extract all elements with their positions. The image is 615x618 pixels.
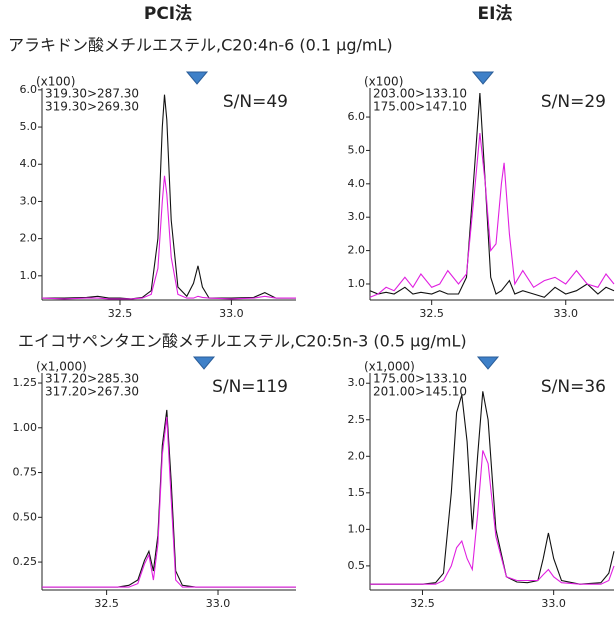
y-tick-label: 0.25 [13,555,38,568]
x-tick-label: 32.5 [94,597,119,610]
multiplier: (x100) [364,75,403,89]
x-tick-label: 33.0 [553,307,578,320]
rt-marker [476,356,500,370]
rt-marker [192,356,216,370]
rt-marker [471,71,495,85]
rt-marker [185,71,209,85]
y-tick-label: 3.0 [348,210,366,223]
trace [41,175,296,300]
y-tick-label: 0.75 [13,466,38,479]
legend-entry: 317.20>285.30 [45,372,139,386]
x-tick-label: 33.0 [219,307,244,320]
annotation: S/N=49 [223,92,288,112]
x-tick-label: 33.0 [541,597,566,610]
x-tick-label: 32.5 [108,307,133,320]
annotation: S/N=29 [541,92,606,112]
y-tick-label: 1.0 [348,522,366,535]
x-tick-label: 33.0 [206,597,231,610]
trace [370,391,615,585]
legend-entry: 175.00>133.10 [373,372,467,386]
annotation: S/N=36 [541,377,606,397]
column-header: PCI法 [144,3,192,24]
trace [42,409,296,588]
legend-entry: 317.20>267.30 [45,385,139,399]
legend-entry: 203.00>133.10 [373,87,467,101]
x-tick-label: 32.5 [410,597,435,610]
trace [369,92,615,298]
y-tick-label: 0.5 [348,559,366,572]
multiplier: (x100) [36,75,75,89]
y-tick-label: 1.25 [13,376,38,389]
y-tick-label: 4.0 [20,157,38,170]
legend-entry: 201.00>145.10 [373,385,467,399]
y-tick-label: 6.0 [20,83,38,96]
y-tick-label: 5.0 [20,120,38,133]
y-tick-label: 2.0 [348,449,366,462]
section-title: エイコサペンタエン酸メチルエステル,C20:5n-3 (0.5 μg/mL) [18,332,467,351]
y-tick-label: 1.0 [348,277,366,290]
y-tick-label: 4.0 [348,177,366,190]
multiplier: (x1,000) [36,360,87,374]
y-tick-label: 0.50 [13,510,38,523]
section-title: アラキドン酸メチルエステル,C20:4n-6 (0.1 μg/mL) [8,36,393,55]
y-tick-label: 3.0 [20,194,38,207]
trace [42,94,296,300]
trace [42,416,296,588]
y-tick-label: 3.0 [348,376,366,389]
column-header: EI法 [478,3,513,24]
trace [370,450,615,585]
y-tick-label: 2.0 [20,232,38,245]
legend-entry: 319.30>269.30 [45,100,139,114]
y-tick-label: 1.0 [20,269,38,282]
multiplier: (x1,000) [364,360,415,374]
y-tick-label: 6.0 [348,110,366,123]
legend-entry: 175.00>147.10 [373,100,467,114]
trace [369,133,615,298]
y-tick-label: 1.00 [13,421,38,434]
y-tick-label: 2.0 [348,244,366,257]
y-tick-label: 1.5 [348,486,366,499]
y-tick-label: 2.5 [348,413,366,426]
annotation: S/N=119 [212,377,288,397]
y-tick-label: 5.0 [348,143,366,156]
legend-entry: 319.30>287.30 [45,87,139,101]
x-tick-label: 32.5 [419,307,444,320]
